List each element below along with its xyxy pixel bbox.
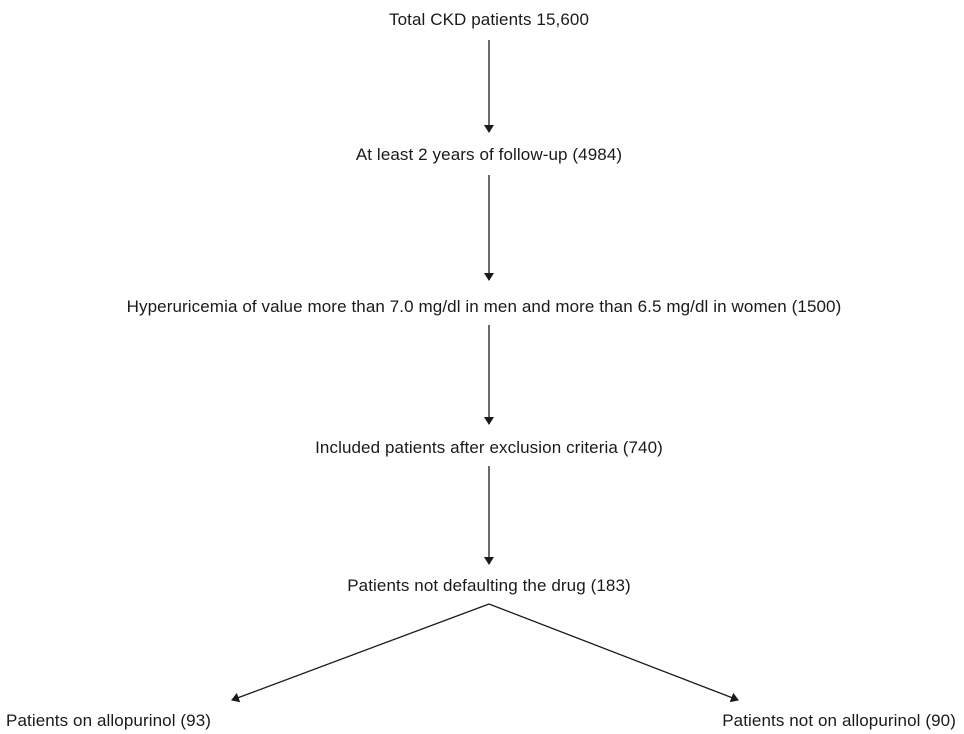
flow-branch-not-on-allopurinol: Patients not on allopurinol (90) <box>722 711 956 730</box>
flow-step-not-defaulting: Patients not defaulting the drug (183) <box>347 576 631 595</box>
flow-step-hyperuricemia: Hyperuricemia of value more than 7.0 mg/… <box>126 297 842 316</box>
flow-step-follow-up: At least 2 years of follow-up (4984) <box>355 145 623 164</box>
flow-step-included: Included patients after exclusion criter… <box>315 438 663 457</box>
flow-branch-on-allopurinol: Patients on allopurinol (93) <box>6 711 212 730</box>
arrow-step5-to-branch-right <box>488 603 739 703</box>
flow-step-total-ckd: Total CKD patients 15,600 <box>388 10 590 29</box>
arrow-step5-to-branch-left <box>231 603 490 703</box>
